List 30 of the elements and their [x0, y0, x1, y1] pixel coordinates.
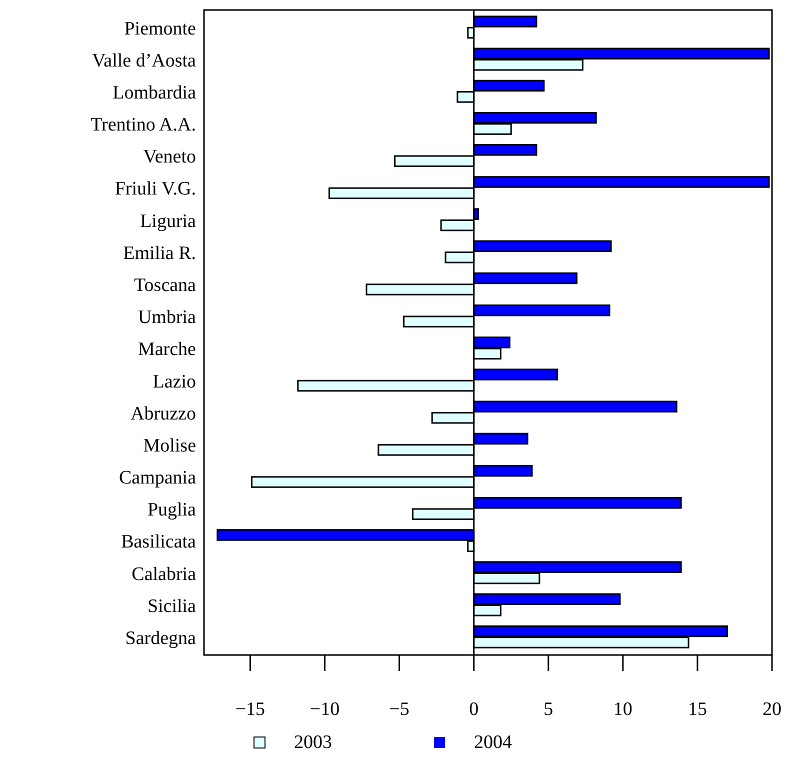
legend-label: 2003: [294, 732, 332, 753]
y-tick-label: Liguria: [140, 210, 197, 232]
y-tick-label: Campania: [118, 468, 197, 489]
x-tick-label: 10: [613, 699, 632, 720]
y-tick-label: Trentino A.A.: [90, 114, 196, 136]
y-tick-label: Abruzzo: [130, 403, 196, 424]
y-tick-label: Piemonte: [124, 18, 196, 40]
y-tick-label: Valle d’Aosta: [92, 50, 197, 72]
x-tick-label: 5: [544, 699, 554, 720]
x-tick-label: −5: [389, 699, 410, 720]
y-tick-label: Lombardia: [112, 82, 197, 104]
x-tick-label: 20: [762, 699, 782, 720]
y-tick-label: Emilia R.: [123, 242, 196, 264]
x-tick-label: −15: [235, 699, 266, 720]
y-tick-label: Puglia: [147, 500, 197, 521]
y-tick-label: Toscana: [134, 275, 197, 296]
x-tick-label: −10: [310, 699, 340, 720]
x-tick-label: 15: [688, 699, 707, 720]
y-tick-label: Molise: [143, 435, 196, 456]
x-tick-label: 0: [469, 699, 479, 720]
y-tick-label: Sardegna: [125, 628, 197, 649]
y-tick-label: Friuli V.G.: [114, 178, 196, 200]
y-tick-label: Lazio: [152, 371, 196, 392]
y-tick-label: Marche: [138, 339, 196, 360]
y-tick-label: Calabria: [132, 564, 197, 585]
y-tick-label: Sicilia: [147, 596, 197, 617]
legend-label: 2004: [474, 732, 512, 753]
y-tick-label: Basilicata: [121, 532, 197, 553]
y-tick-label: Umbria: [138, 307, 197, 328]
y-tick-label: Veneto: [143, 146, 196, 168]
